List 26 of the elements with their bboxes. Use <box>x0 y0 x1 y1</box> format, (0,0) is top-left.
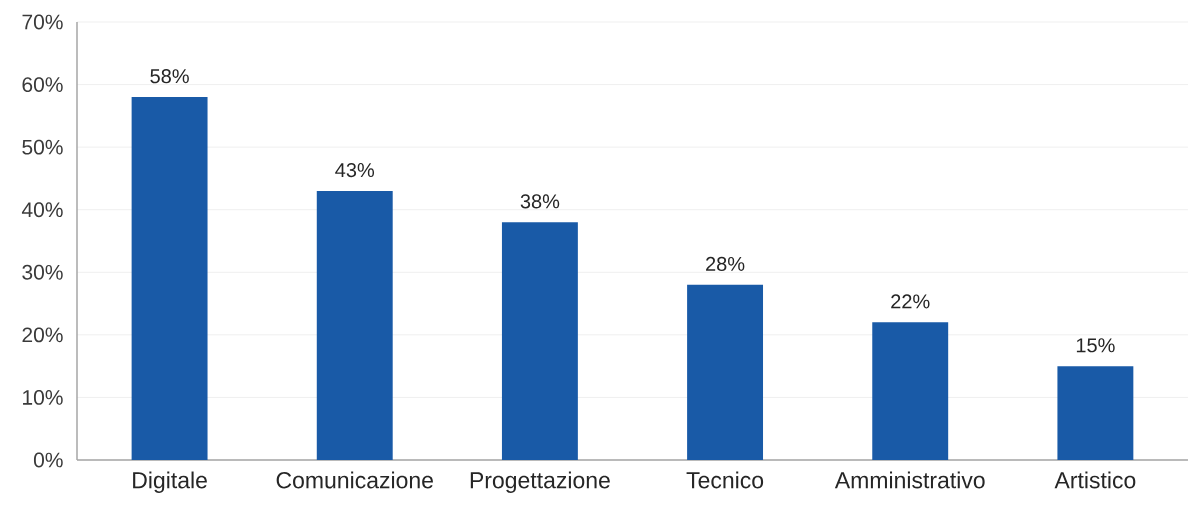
bar <box>501 222 578 460</box>
bar <box>687 284 764 460</box>
x-tick-label: Progettazione <box>470 471 610 493</box>
x-tick-label: Amministrativo <box>834 471 985 489</box>
data-label: 58% <box>150 69 189 84</box>
data-label: 43% <box>335 162 375 178</box>
data-label: 28% <box>706 256 745 271</box>
x-tick-label: Tecnico <box>686 471 764 489</box>
y-tick-label: 50% <box>22 139 63 155</box>
y-tick-label: 20% <box>22 327 63 343</box>
y-tick-label: 70% <box>22 14 63 30</box>
data-label: 22% <box>891 294 930 309</box>
bar <box>131 97 208 460</box>
data-label: 38% <box>520 194 560 209</box>
data-label: 15% <box>1076 338 1115 353</box>
bar <box>872 322 949 460</box>
y-tick-label: 30% <box>22 264 63 280</box>
y-tick-label: 60% <box>22 77 63 92</box>
bar <box>316 190 393 460</box>
y-tick-label: 10% <box>23 390 63 405</box>
bar <box>1057 366 1134 460</box>
x-tick-label: Comunicazione <box>276 471 433 489</box>
y-tick-label: 40% <box>21 202 63 218</box>
x-tick-label: Artistico <box>1054 471 1136 489</box>
x-tick-label: Digitale <box>133 471 207 493</box>
y-tick-label: 0% <box>33 452 63 468</box>
